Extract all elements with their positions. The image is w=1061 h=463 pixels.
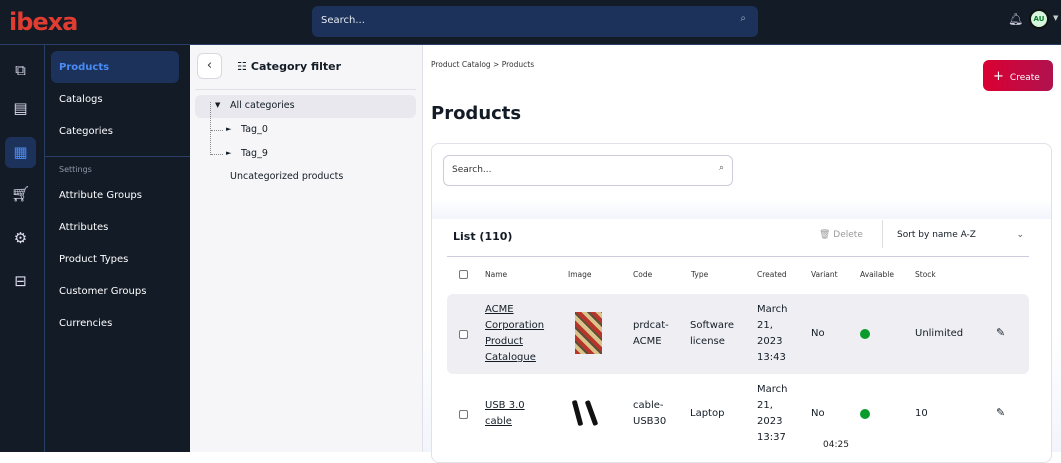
product-stock: 10 [915, 408, 928, 419]
nav-item-products[interactable]: Products [51, 51, 179, 83]
product-image [575, 312, 602, 354]
product-created: March 21, 2023 13:43 [757, 304, 788, 363]
tree-item-uncategorized[interactable]: Uncategorized products [230, 171, 344, 182]
product-created: March 21, 2023 13:37 [757, 384, 788, 443]
edit-icon[interactable]: ✎ [996, 406, 1006, 419]
sort-label: Sort by name A-Z [897, 230, 976, 240]
create-button[interactable]: + Create [983, 60, 1053, 91]
product-list-card: Search... ⌕ List (110) 🗑︎ Delete Sort by … [431, 143, 1052, 463]
select-all-checkbox[interactable] [459, 270, 468, 279]
sort-select[interactable]: Sort by name A-Z ⌄ [897, 230, 1024, 240]
commerce-icon[interactable]: 🛒︎ [10, 185, 31, 203]
table-row[interactable]: ACME Corporation Product Catalogue prdca… [447, 294, 1029, 374]
product-variant: No [811, 408, 825, 419]
content-tree-icon[interactable]: ⧉ [15, 61, 26, 79]
ibexa-logo[interactable]: ibexa [9, 8, 78, 36]
row-checkbox[interactable] [459, 410, 468, 419]
search-icon[interactable]: ⌕ [740, 13, 746, 24]
column-header-code[interactable]: Code [633, 270, 653, 279]
column-header-created[interactable]: Created [757, 270, 787, 279]
tree-guide [210, 102, 211, 155]
search-placeholder: Search... [321, 15, 365, 26]
search-icon[interactable]: ⌕ [718, 163, 724, 173]
product-catalog-icon[interactable]: ▦ [5, 137, 36, 168]
top-bar: ibexa Search... ⌕ 🔔︎ AU ▼ [0, 0, 1061, 45]
customers-icon[interactable]: ⚙ [13, 229, 28, 247]
settings-label: Settings [59, 165, 92, 174]
collapse-button[interactable]: ‹ [197, 53, 222, 79]
main-content: Product Catalog > Products + Create Produ… [423, 45, 1061, 463]
column-header-name[interactable]: Name [485, 270, 508, 279]
product-type: Software license [690, 320, 735, 347]
tree-item-tag-0[interactable]: Tag_0 [241, 124, 268, 135]
chevron-down-icon[interactable]: ▼ [1053, 14, 1059, 22]
create-label: Create [1009, 73, 1040, 83]
nav-item-customer-groups[interactable]: Customer Groups [59, 286, 147, 297]
breadcrumb[interactable]: Product Catalog > Products [431, 60, 535, 69]
product-type: Laptop [690, 408, 725, 419]
table-row[interactable]: USB 3.0 cable cable-USB30 Laptop March 2… [447, 374, 1029, 454]
column-header-available: Available [860, 270, 894, 279]
list-title: List (110) [453, 230, 513, 243]
title-text: Category filter [250, 60, 342, 73]
nav-item-attributes[interactable]: Attributes [59, 222, 109, 233]
product-code: cable-USB30 [633, 400, 667, 427]
category-filter-panel: ‹ ☷ Category filter ▼ All categories ► Ta… [190, 45, 423, 452]
tree-icon: ☷ [237, 60, 247, 73]
edit-icon[interactable]: ✎ [996, 326, 1006, 339]
available-indicator [860, 409, 870, 419]
admin-icon[interactable]: ⊟ [14, 272, 27, 290]
product-code: prdcat-ACME [633, 320, 669, 347]
product-stock: Unlimited [915, 328, 964, 339]
nav-item-attribute-groups[interactable]: Attribute Groups [59, 190, 142, 201]
page-title: Products [431, 103, 522, 124]
tree-item-tag-9[interactable]: Tag_9 [241, 148, 268, 159]
column-header-image: Image [568, 270, 592, 279]
product-variant: No [811, 328, 825, 339]
product-name-link[interactable]: USB 3.0 cable [485, 400, 525, 427]
nav-item-catalogs[interactable]: Catalogs [59, 94, 103, 105]
content-icon[interactable]: ▤ [13, 99, 28, 117]
global-search-input[interactable]: Search... ⌕ [312, 6, 758, 37]
divider [195, 89, 416, 90]
caret-right-icon[interactable]: ► [226, 125, 232, 133]
column-header-variant: Variant [811, 270, 838, 279]
product-name-link[interactable]: ACME Corporation Product Catalogue [485, 304, 545, 363]
tree-item-all-categories[interactable] [195, 95, 416, 118]
column-header-stock: Stock [915, 270, 936, 279]
row-checkbox[interactable] [459, 330, 468, 339]
plus-icon: + [993, 69, 1004, 84]
product-image [571, 399, 599, 430]
trash-icon: 🗑︎ [819, 230, 834, 240]
category-filter-title: ☷ Category filter [237, 60, 341, 73]
all-categories-label[interactable]: All categories [230, 100, 295, 111]
nav-item-currencies[interactable]: Currencies [59, 318, 113, 329]
icon-rail: ⧉ ▤ ▦ 🛒︎ ⚙ ⊟ [0, 45, 45, 452]
divider [45, 156, 190, 157]
delete-button[interactable]: 🗑︎ Delete [819, 230, 863, 240]
bell-icon[interactable]: 🔔︎ [1008, 12, 1024, 26]
delete-label: Delete [833, 230, 863, 240]
search-placeholder: Search... [452, 165, 492, 175]
secondary-nav: Products Catalogs Categories Settings At… [45, 45, 190, 452]
avatar[interactable]: AU [1029, 9, 1049, 29]
stray-text: 04:25 [823, 440, 849, 450]
caret-right-icon[interactable]: ► [226, 149, 232, 157]
caret-down-icon[interactable]: ▼ [215, 101, 221, 109]
nav-item-categories[interactable]: Categories [59, 126, 113, 137]
chevron-down-icon: ⌄ [1016, 230, 1024, 240]
available-indicator [860, 329, 870, 339]
product-search-input[interactable]: Search... ⌕ [443, 155, 733, 186]
column-header-type[interactable]: Type [691, 270, 709, 279]
nav-item-product-types[interactable]: Product Types [59, 254, 129, 265]
